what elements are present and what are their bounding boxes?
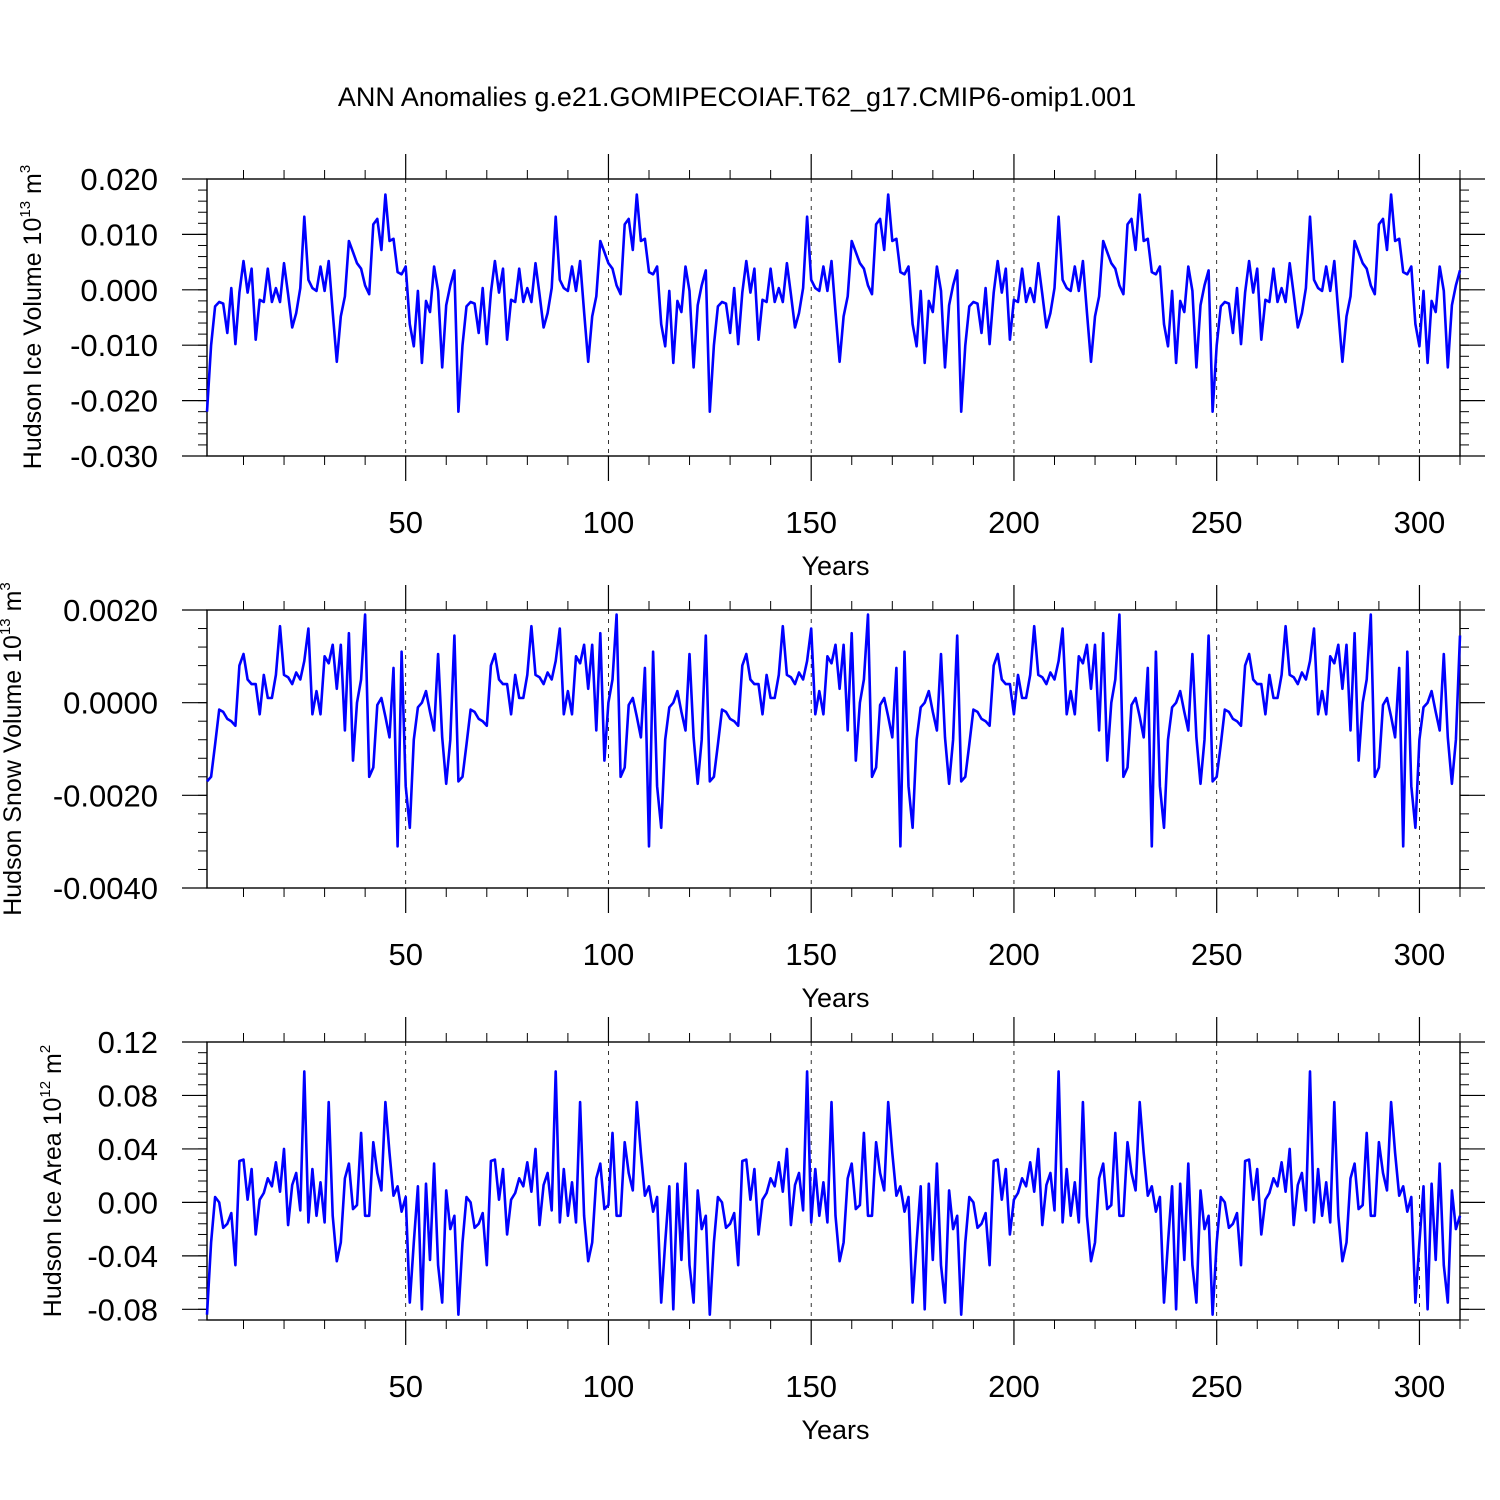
ice-area-y-tick-label: 0.08: [98, 1078, 158, 1113]
ice-volume-ylabel-unit: m: [19, 173, 47, 201]
ice-volume-x-axis-label: Years: [801, 551, 869, 581]
ice-volume-y-tick-label: -0.010: [70, 328, 158, 363]
snow-volume-x-tick-label: 100: [583, 937, 635, 972]
snow-volume-y-tick-label: 0.0020: [63, 593, 158, 628]
panel-ice-area: Hudson Ice Area 1012 m2 50 100 150 200 250 30…: [37, 1017, 1485, 1445]
ice-area-ylabel-unit: m: [39, 1053, 67, 1081]
ice-area-y-axis-label: Hudson Ice Area 1012 m2: [37, 1045, 67, 1317]
ice-area-x-tick-label: 200: [988, 1369, 1040, 1404]
ice-volume-plot-frame: [206, 178, 1461, 457]
snow-volume-y-axis-label: Hudson Snow Volume 1013 m3: [0, 582, 27, 916]
ice-volume-y-tick-label: 0.020: [80, 162, 158, 197]
snow-volume-ylabel-unit: m: [0, 591, 27, 619]
ice-volume-y-tick-label: -0.020: [70, 384, 158, 419]
ice-area-x-tick-label: 250: [1191, 1369, 1243, 1404]
panel-ice-volume: Hudson Ice Volume 1013 m3 50 100 150 200 250…: [17, 154, 1485, 581]
ice-volume-y-axis-label: Hudson Ice Volume 1013 m3: [17, 165, 47, 469]
ice-volume-x-tick-label: 300: [1394, 505, 1446, 540]
figure-title: ANN Anomalies g.e21.GOMIPECOIAF.T62_g17.…: [338, 82, 1136, 112]
snow-volume-x-tick-label: 200: [988, 937, 1040, 972]
ice-volume-series-line: [205, 193, 1462, 414]
snow-volume-x-tick-label: 250: [1191, 937, 1243, 972]
ice-volume-x-tick-label: 50: [388, 505, 422, 540]
ice-area-y-tick-label: 0.00: [98, 1185, 158, 1220]
panel-snow-volume: Hudson Snow Volume 1013 m3 50 100 150 200 25…: [0, 582, 1485, 1013]
ice-area-y-tick-label: -0.08: [87, 1292, 158, 1327]
snow-volume-x-tick-label: 300: [1394, 937, 1446, 972]
snow-volume-ylabel-prefix: Hudson Snow Volume 10: [0, 635, 27, 916]
ice-area-y-tick-label: 0.04: [98, 1132, 158, 1167]
ice-volume-ylabel-unit-exponent: 3: [17, 165, 34, 173]
ice-area-y-tick-label: 0.12: [98, 1025, 158, 1060]
snow-volume-plot-frame: [206, 609, 1461, 889]
ice-area-x-tick-label: 100: [583, 1369, 635, 1404]
ice-volume-ylabel-exponent: 13: [17, 201, 34, 218]
snow-volume-x-tick-label: 50: [388, 937, 422, 972]
snow-volume-ylabel-unit-exponent: 3: [0, 582, 14, 590]
ice-volume-x-tick-label: 150: [785, 505, 837, 540]
snow-volume-ylabel-exponent: 13: [0, 618, 14, 635]
ice-volume-y-tick-label: 0.000: [80, 273, 158, 308]
snow-volume-y-tick-label: -0.0020: [53, 778, 158, 813]
snow-volume-y-tick-label: -0.0040: [53, 871, 158, 906]
snow-volume-x-axis-label: Years: [801, 983, 869, 1013]
ice-area-x-tick-label: 50: [388, 1369, 422, 1404]
ice-area-ylabel-exponent: 12: [37, 1081, 54, 1098]
ice-area-ylabel-prefix: Hudson Ice Area 10: [39, 1098, 67, 1318]
ice-volume-x-tick-label: 250: [1191, 505, 1243, 540]
snow-volume-series-line: [206, 613, 1462, 848]
ice-area-x-tick-label: 150: [785, 1369, 837, 1404]
ice-area-series-line: [205, 1070, 1462, 1316]
ice-area-y-tick-label: -0.04: [87, 1239, 158, 1274]
ice-volume-x-tick-label: 100: [583, 505, 635, 540]
ice-area-x-axis-label: Years: [801, 1415, 869, 1445]
ice-volume-ylabel-prefix: Hudson Ice Volume 10: [19, 218, 47, 470]
ice-volume-x-tick-label: 200: [988, 505, 1040, 540]
ice-volume-y-tick-label: 0.010: [80, 217, 158, 252]
snow-volume-y-tick-label: 0.0000: [63, 686, 158, 721]
ice-area-ylabel-unit-exponent: 2: [37, 1045, 54, 1053]
snow-volume-x-tick-label: 150: [785, 937, 837, 972]
ice-volume-y-tick-label: -0.030: [70, 439, 158, 474]
ice-area-x-tick-label: 300: [1394, 1369, 1446, 1404]
